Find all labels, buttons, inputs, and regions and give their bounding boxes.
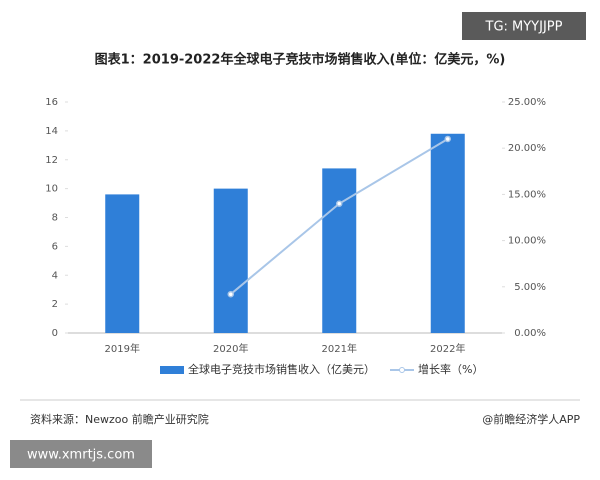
x-tick-label: 2019年 (105, 342, 140, 355)
legend-label: 增长率（%） (418, 362, 483, 376)
watermark: TG: MYYJJPP (485, 20, 563, 35)
y-tick-label: 2 (52, 299, 58, 310)
watermark-box (462, 12, 586, 40)
site: www.xmrtjs.com (27, 448, 135, 463)
y-tick-label: 8 (52, 213, 58, 224)
y2-tick-label: 0.00% (514, 328, 546, 339)
source: 资料来源：Newzoo 前瞻产业研究院 (30, 412, 209, 426)
y-tick-label: 0 (52, 328, 58, 339)
bar (105, 194, 140, 333)
y-tick-label: 10 (45, 184, 58, 195)
site-box (10, 440, 152, 468)
chart-title: 图表1：2019-2022年全球电子竞技市场销售收入(单位：亿美元，%) (95, 52, 506, 68)
y2-tick-label: 25.00% (508, 97, 546, 108)
x-tick-label: 2020年 (213, 342, 248, 355)
y2-tick-label: 20.00% (508, 143, 546, 154)
x-tick-label: 2022年 (430, 342, 465, 355)
y2-tick-label: 10.00% (508, 236, 546, 247)
line-point (336, 200, 343, 207)
bar (430, 133, 465, 333)
credit: @前瞻经济学人APP (482, 412, 580, 426)
x-tick-label: 2021年 (322, 342, 357, 355)
y2-tick-label: 15.00% (508, 189, 546, 200)
y-tick-label: 14 (45, 126, 58, 137)
line-point (444, 135, 451, 143)
y-tick-label: 4 (52, 270, 58, 281)
y-tick-label: 12 (45, 155, 58, 166)
bar (213, 188, 248, 333)
legend-swatch (399, 367, 405, 373)
y2-tick-label: 5.00% (514, 282, 546, 293)
line-point (227, 290, 234, 298)
y-tick-label: 16 (45, 97, 58, 108)
legend-label: 全球电子竞技市场销售收入（亿美元） (188, 362, 375, 376)
legend-swatch (160, 366, 184, 374)
y-tick-label: 6 (52, 241, 58, 252)
bar (322, 168, 357, 333)
